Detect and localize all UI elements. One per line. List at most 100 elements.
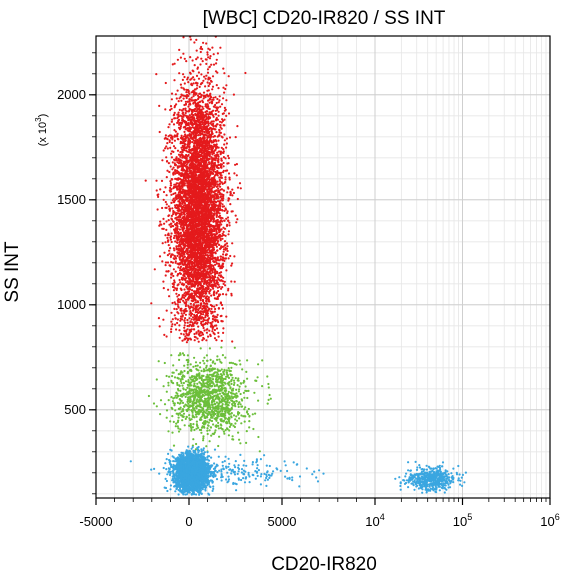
- data-point: [184, 102, 188, 105]
- data-point: [225, 242, 229, 245]
- data-point: [183, 274, 186, 278]
- data-point: [185, 60, 188, 63]
- data-point: [222, 331, 225, 334]
- data-point: [203, 141, 206, 145]
- data-point: [180, 163, 183, 166]
- data-point: [208, 93, 212, 96]
- data-point: [166, 142, 169, 145]
- data-point: [198, 293, 201, 296]
- data-point: [174, 93, 177, 96]
- data-point: [193, 136, 196, 139]
- data-point: [180, 332, 183, 335]
- data-point: [191, 289, 194, 292]
- data-point: [196, 284, 199, 287]
- data-point: [211, 148, 214, 151]
- data-point: [211, 150, 214, 153]
- data-point: [223, 91, 226, 94]
- data-point: [153, 268, 156, 271]
- data-point: [218, 182, 222, 185]
- data-point: [220, 228, 223, 231]
- data-point: [187, 105, 190, 108]
- data-point: [219, 105, 222, 108]
- data-point: [195, 200, 198, 203]
- data-point: [209, 310, 212, 313]
- data-point: [189, 136, 193, 139]
- data-point: [170, 98, 173, 101]
- data-point: [219, 163, 222, 166]
- data-point: [203, 278, 206, 282]
- data-point: [228, 221, 231, 224]
- data-point: [227, 219, 230, 222]
- data-point: [176, 58, 179, 61]
- data-point: [211, 172, 214, 175]
- data-point: [199, 122, 202, 125]
- data-point: [200, 45, 203, 49]
- data-point: [182, 248, 185, 251]
- data-point: [218, 178, 221, 182]
- data-point: [219, 165, 223, 168]
- data-point: [194, 161, 198, 164]
- data-point: [231, 262, 234, 265]
- data-point: [205, 42, 208, 45]
- data-point: [174, 323, 177, 326]
- data-point: [177, 266, 180, 269]
- data-point: [190, 201, 193, 205]
- data-point: [168, 295, 171, 298]
- data-point: [175, 156, 178, 159]
- data-point: [177, 283, 180, 286]
- data-point: [209, 220, 212, 223]
- data-point: [224, 108, 227, 111]
- data-point: [213, 175, 216, 178]
- data-point: [217, 159, 220, 163]
- data-point: [224, 254, 227, 257]
- data-point: [170, 330, 173, 333]
- data-point: [222, 250, 225, 253]
- data-point: [172, 274, 175, 278]
- data-point: [170, 311, 173, 314]
- data-point: [176, 121, 179, 124]
- data-point: [211, 186, 214, 189]
- data-point: [171, 323, 174, 326]
- data-point: [173, 249, 176, 252]
- data-point: [193, 234, 196, 237]
- data-point: [207, 317, 211, 320]
- data-point: [171, 178, 174, 181]
- data-point: [182, 52, 185, 55]
- data-point: [215, 224, 218, 227]
- data-point: [194, 336, 197, 339]
- data-point: [202, 97, 205, 100]
- data-point: [165, 309, 168, 312]
- data-point: [178, 72, 181, 75]
- data-point: [173, 129, 176, 132]
- data-point: [174, 270, 177, 273]
- data-point: [233, 172, 236, 175]
- data-point: [211, 257, 214, 260]
- data-point: [212, 96, 215, 99]
- data-point: [169, 108, 172, 112]
- data-point: [222, 148, 225, 151]
- data-point: [213, 310, 216, 313]
- data-point: [221, 205, 224, 208]
- data-point: [204, 266, 207, 269]
- data-point: [216, 118, 219, 121]
- data-point: [188, 317, 191, 320]
- data-point: [244, 71, 247, 75]
- data-point: [206, 203, 209, 206]
- data-point: [211, 330, 214, 333]
- data-point: [206, 89, 209, 92]
- data-point: [217, 187, 220, 190]
- data-point: [175, 185, 178, 188]
- data-point: [212, 287, 215, 290]
- data-point: [179, 155, 182, 158]
- data-point: [209, 261, 212, 264]
- data-point: [161, 260, 164, 263]
- data-point: [205, 160, 208, 163]
- data-point: [178, 190, 181, 193]
- data-point: [201, 60, 204, 63]
- data-point: [197, 124, 200, 127]
- data-point: [156, 208, 159, 211]
- data-point: [200, 317, 203, 320]
- data-point: [172, 268, 175, 271]
- data-point: [186, 251, 189, 255]
- data-point: [223, 240, 227, 243]
